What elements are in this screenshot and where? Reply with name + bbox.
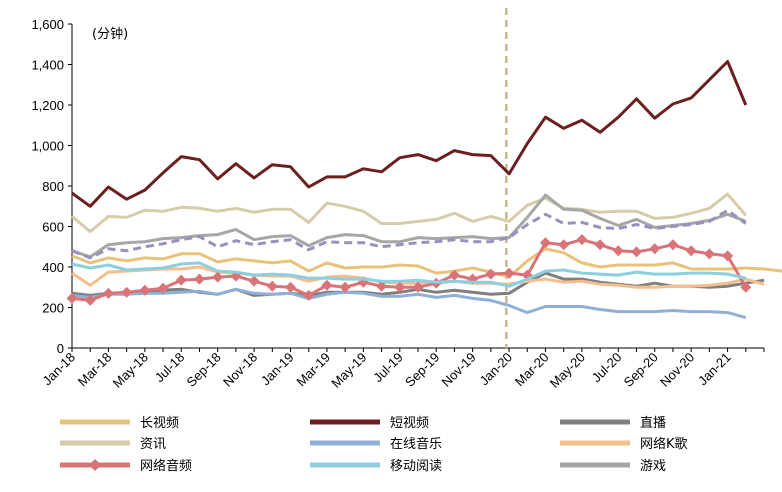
series-line bbox=[71, 60, 748, 208]
x-tick-label: Nov-18 bbox=[220, 350, 260, 390]
x-tick-label: Sep-18 bbox=[184, 350, 224, 390]
data-point bbox=[266, 280, 278, 292]
data-point bbox=[175, 274, 187, 286]
series-line bbox=[71, 192, 747, 234]
x-tick-label: Mar-18 bbox=[75, 350, 115, 390]
legend-label: 移动阅读 bbox=[390, 459, 442, 474]
data-point bbox=[376, 280, 388, 292]
legend-item: 长视频 bbox=[60, 416, 179, 431]
x-tick-label: Nov-19 bbox=[439, 350, 479, 390]
series-line bbox=[71, 261, 747, 288]
legend-item: 短视频 bbox=[310, 416, 429, 431]
legend-item: 在线音乐 bbox=[310, 436, 442, 452]
legend-item: 移动阅读 bbox=[310, 459, 442, 474]
y-tick-label: 1,400 bbox=[31, 58, 64, 73]
data-point bbox=[66, 292, 78, 304]
data-point bbox=[740, 281, 752, 293]
legend-marker bbox=[89, 459, 101, 471]
unit-label: (分钟) bbox=[92, 26, 128, 42]
data-point bbox=[667, 239, 679, 251]
data-point bbox=[576, 234, 588, 246]
data-point bbox=[558, 239, 570, 251]
legend-label: 游戏 bbox=[640, 459, 666, 474]
data-point bbox=[321, 279, 333, 291]
data-point bbox=[539, 237, 551, 249]
series-line bbox=[71, 208, 747, 260]
series-line bbox=[71, 247, 782, 279]
y-axis: 0 200 400 600 800 1,000 1,200 1,400 1,600 bbox=[31, 17, 73, 356]
data-point bbox=[503, 267, 515, 279]
y-tick-label: 600 bbox=[42, 220, 64, 235]
plot-area bbox=[66, 60, 782, 320]
data-point bbox=[685, 245, 697, 257]
y-tick-label: 1,600 bbox=[31, 17, 64, 32]
data-point bbox=[212, 271, 224, 283]
data-point bbox=[285, 281, 297, 293]
y-tick-label: 800 bbox=[42, 179, 64, 194]
data-point bbox=[157, 282, 169, 294]
data-point bbox=[102, 287, 114, 299]
y-tick-label: 1,200 bbox=[31, 98, 64, 113]
data-point bbox=[649, 243, 661, 255]
x-tick-label: Jul-19 bbox=[370, 350, 406, 386]
data-point bbox=[412, 281, 424, 293]
legend-label: 网络K歌 bbox=[640, 436, 688, 452]
y-tick-label: 200 bbox=[42, 301, 64, 316]
x-tick-label: Sep-20 bbox=[621, 350, 661, 390]
x-tick-label: Jan-20 bbox=[476, 350, 515, 389]
legend-item: 游戏 bbox=[560, 459, 666, 474]
data-point bbox=[339, 281, 351, 293]
x-tick-label: Jul-18 bbox=[152, 350, 188, 386]
x-tick-label: May-20 bbox=[547, 350, 588, 391]
data-point bbox=[448, 269, 460, 281]
data-point bbox=[121, 286, 133, 298]
data-point bbox=[303, 289, 315, 301]
data-point bbox=[703, 248, 715, 260]
data-point bbox=[394, 281, 406, 293]
data-point bbox=[631, 246, 643, 258]
series-line bbox=[71, 193, 747, 259]
data-point bbox=[139, 284, 151, 296]
x-tick-label: Mar-19 bbox=[293, 350, 333, 390]
data-point bbox=[84, 294, 96, 306]
x-tick-label: Jan-19 bbox=[258, 350, 297, 389]
legend-item: 网络音频 bbox=[60, 458, 192, 474]
x-tick-label: Sep-19 bbox=[402, 350, 442, 390]
data-point bbox=[722, 250, 734, 262]
data-point bbox=[248, 275, 260, 287]
y-tick-label: 400 bbox=[42, 260, 64, 275]
legend-item: 网络K歌 bbox=[560, 436, 688, 452]
x-tick-label: May-18 bbox=[110, 350, 151, 391]
x-tick-label: Jan-21 bbox=[695, 350, 734, 389]
x-tick-label: May-19 bbox=[328, 350, 369, 391]
legend-label: 网络音频 bbox=[140, 458, 192, 474]
x-tick-label: Nov-20 bbox=[657, 350, 697, 390]
legend-item: 直播 bbox=[560, 416, 666, 431]
data-point bbox=[612, 245, 624, 257]
series-line bbox=[71, 287, 747, 320]
legend-label: 在线音乐 bbox=[390, 436, 442, 452]
legend-label: 短视频 bbox=[390, 416, 429, 431]
x-tick-label: Mar-20 bbox=[512, 350, 552, 390]
data-point bbox=[594, 239, 606, 251]
data-point bbox=[485, 268, 497, 280]
y-tick-label: 1,000 bbox=[31, 139, 64, 154]
legend-label: 长视频 bbox=[140, 416, 179, 431]
legend-label: 直播 bbox=[640, 416, 666, 431]
data-point bbox=[193, 273, 205, 285]
y-tick-label: 0 bbox=[57, 341, 64, 356]
legend-label: 资讯 bbox=[140, 437, 166, 452]
legend-item: 资讯 bbox=[60, 437, 166, 452]
x-tick-label: Jul-20 bbox=[589, 350, 625, 386]
